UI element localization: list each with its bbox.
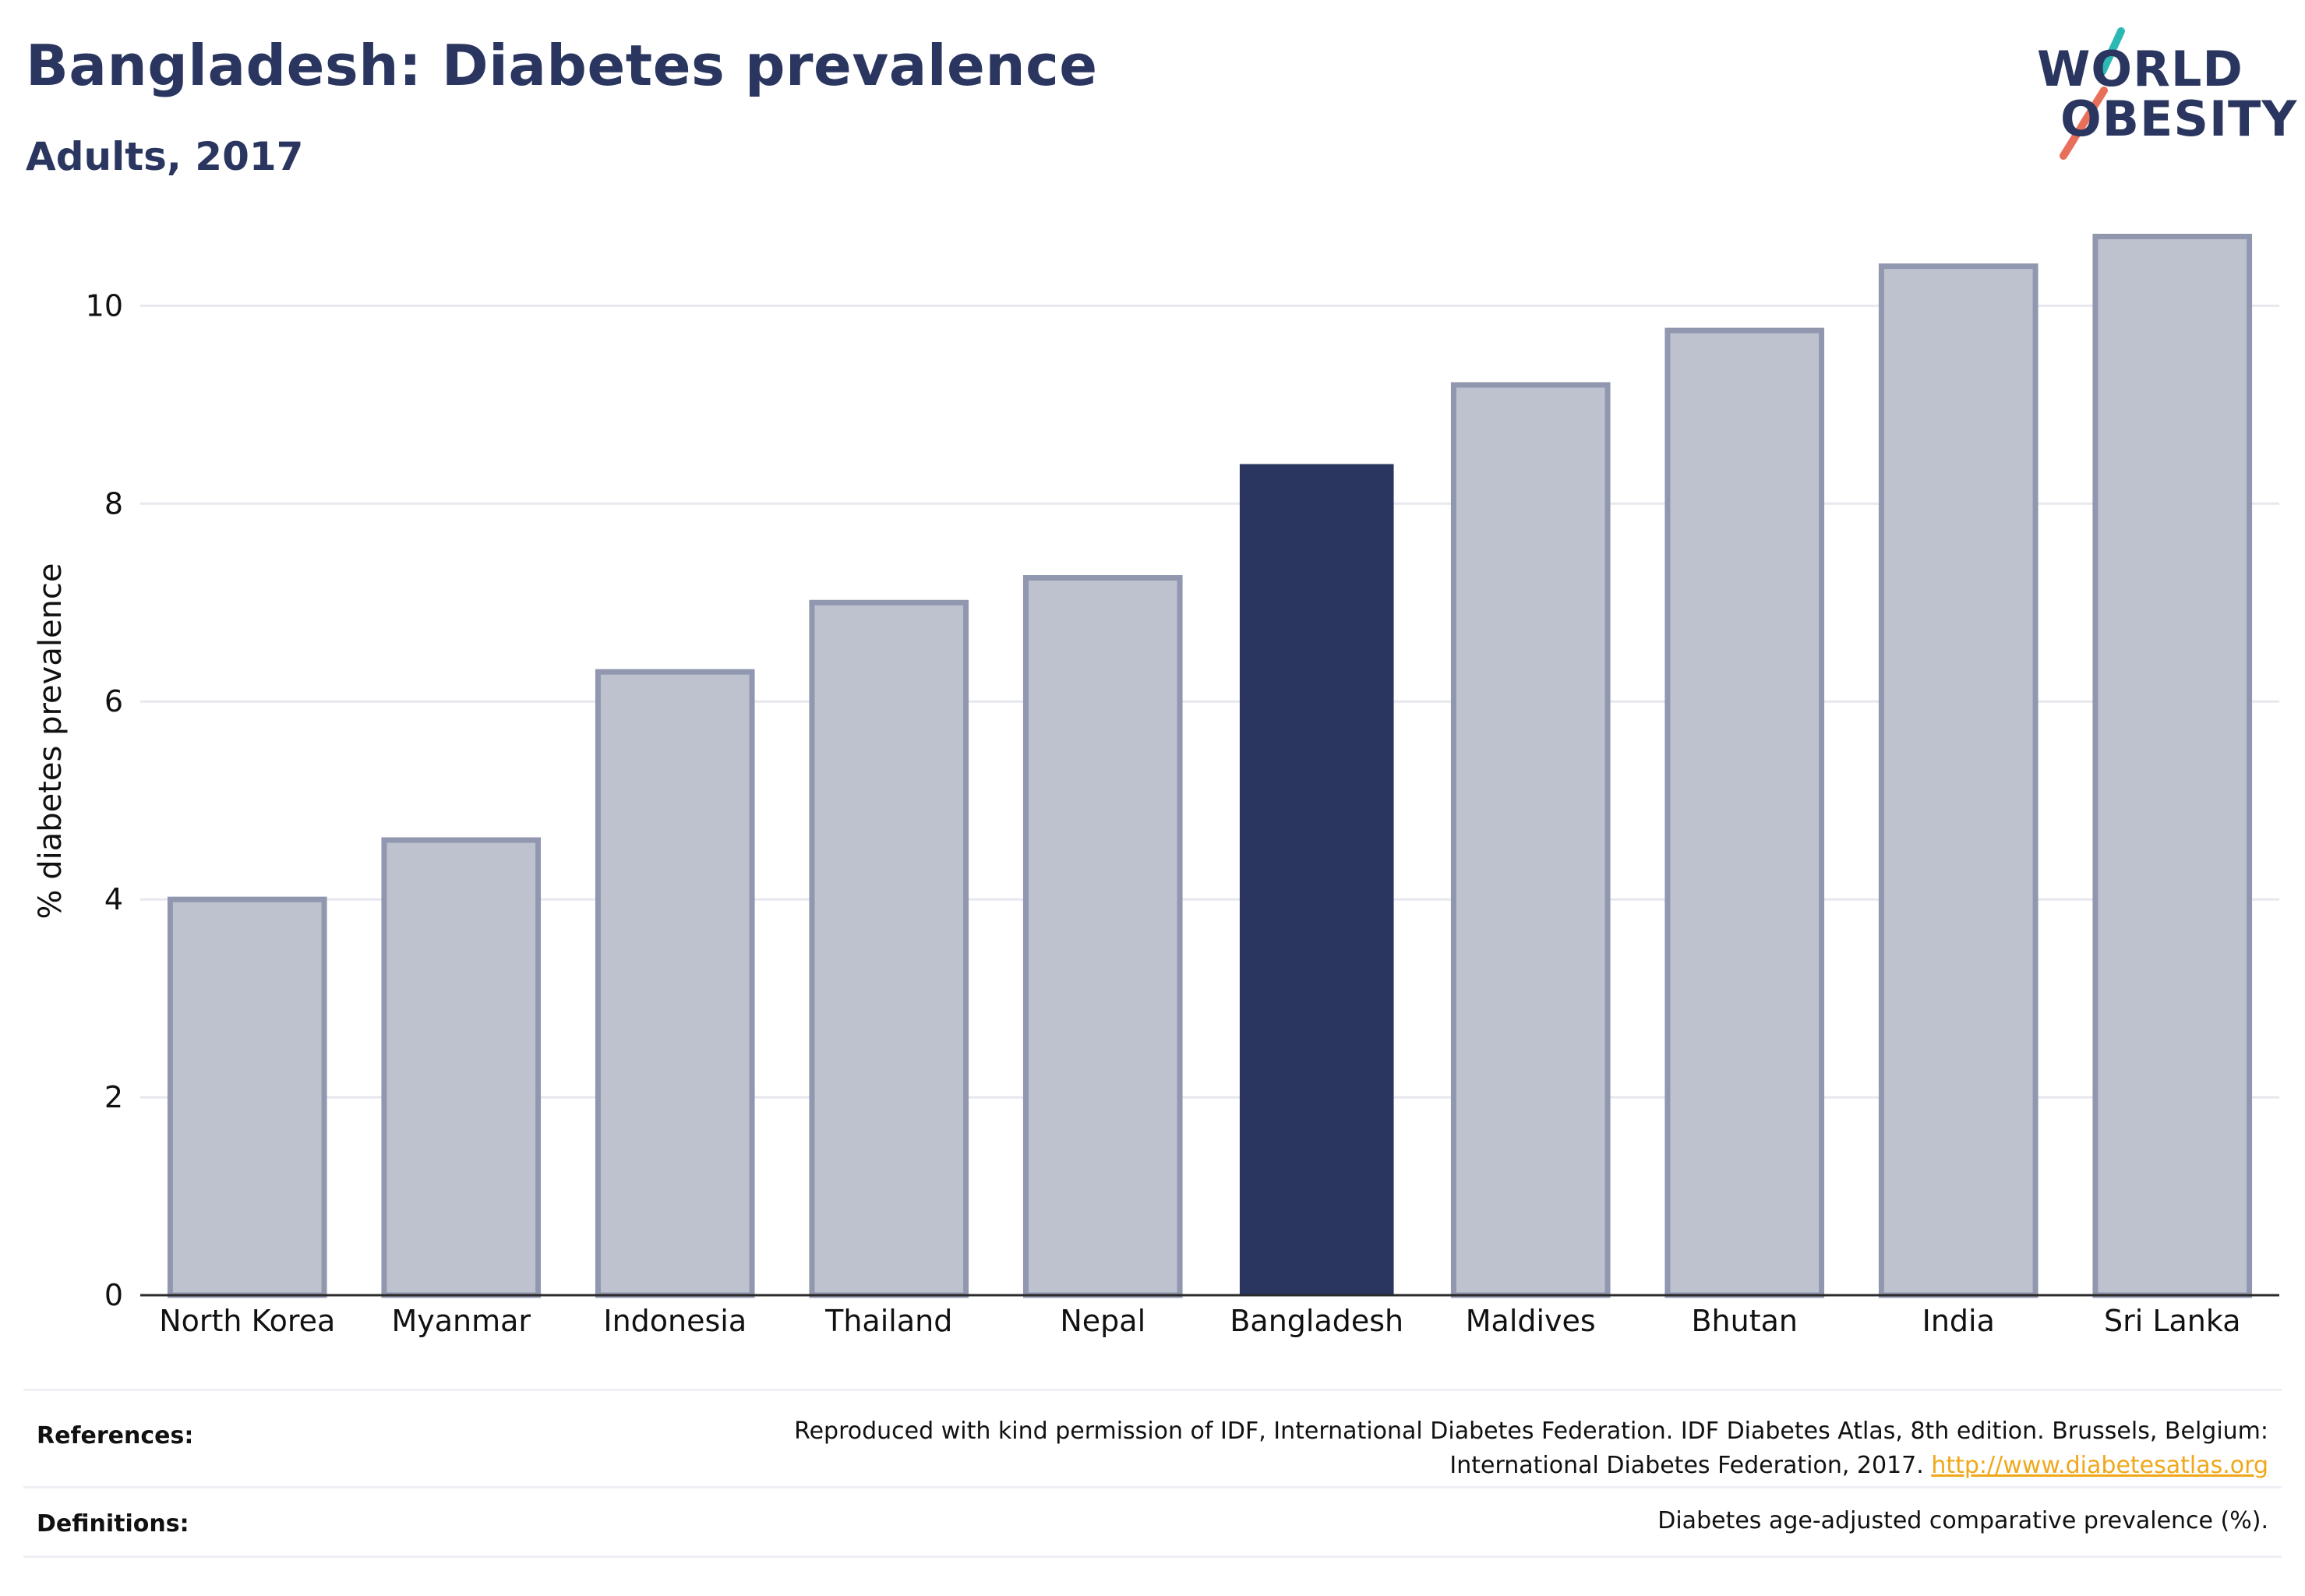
definitions-row: Definitions: Diabetes age-adjusted compa… <box>23 1486 2282 1558</box>
y-tick-label: 6 <box>104 684 123 719</box>
references-row: References: Reproduced with kind permiss… <box>23 1389 2282 1488</box>
chart-subtitle: Adults, 2017 <box>26 134 304 179</box>
definitions-label: Definitions: <box>37 1510 189 1538</box>
world-obesity-logo: WORLD OBESITY <box>2026 23 2296 164</box>
references-line-2: International Diabetes Federation, 2017.… <box>794 1449 2268 1483</box>
bar-maldives <box>1450 382 1611 1298</box>
x-tick-label: Thailand <box>824 1304 952 1338</box>
y-tick-label: 2 <box>104 1080 123 1114</box>
bar-myanmar <box>381 837 542 1298</box>
references-label: References: <box>37 1422 194 1449</box>
bar-indonesia <box>595 669 755 1298</box>
logo-text-obesity: OBESITY <box>2060 90 2298 147</box>
y-tick-label: 8 <box>104 486 123 521</box>
x-tick-label: Nepal <box>1060 1304 1145 1338</box>
references-line-1: Reproduced with kind permission of IDF, … <box>794 1418 2268 1445</box>
x-tick-label: Sri Lanka <box>2104 1304 2241 1338</box>
y-tick-label: 0 <box>104 1278 123 1312</box>
logo-text-world: WORLD <box>2037 41 2243 97</box>
references-text: Reproduced with kind permission of IDF, … <box>794 1414 2268 1483</box>
x-tick-label: Bangladesh <box>1230 1304 1403 1338</box>
x-tick-label: Maldives <box>1466 1304 1596 1338</box>
y-tick-label: 4 <box>104 882 123 916</box>
logo-slash-icon <box>2060 27 2125 160</box>
references-line-2-text: International Diabetes Federation, 2017. <box>1449 1452 1924 1479</box>
y-tick-label: 10 <box>86 288 123 323</box>
bar-bangladesh <box>1239 464 1394 1295</box>
x-tick-label: Bhutan <box>1691 1304 1798 1338</box>
x-tick-label: North Korea <box>159 1304 335 1338</box>
diabetes-atlas-link[interactable]: http://www.diabetesatlas.org <box>1931 1452 2268 1479</box>
y-axis-ticks: 0 2 4 6 8 10 <box>86 288 123 1312</box>
chart-title: Bangladesh: Diabetes prevalence <box>26 33 1098 98</box>
x-tick-label: Myanmar <box>391 1304 531 1338</box>
bar-chart: 0 2 4 6 8 10 North Korea Myanmar Indonesia Thail… <box>33 233 2279 1338</box>
bar-nepal <box>1022 575 1183 1298</box>
x-tick-label: India <box>1922 1304 1995 1338</box>
bar-north-korea <box>167 896 327 1298</box>
x-axis-labels: North Korea Myanmar Indonesia Thailand Nepal… <box>159 1304 2240 1338</box>
bar-thailand <box>809 599 969 1298</box>
bars <box>167 233 2253 1298</box>
bar-bhutan <box>1664 327 1825 1298</box>
definitions-text: Diabetes age-adjusted comparative preval… <box>1657 1507 2268 1534</box>
bar-sri-lanka <box>2092 233 2253 1298</box>
bar-india <box>1878 263 2038 1298</box>
y-axis-label: % diabetes prevalence <box>33 563 69 919</box>
x-tick-label: Indonesia <box>603 1304 747 1338</box>
